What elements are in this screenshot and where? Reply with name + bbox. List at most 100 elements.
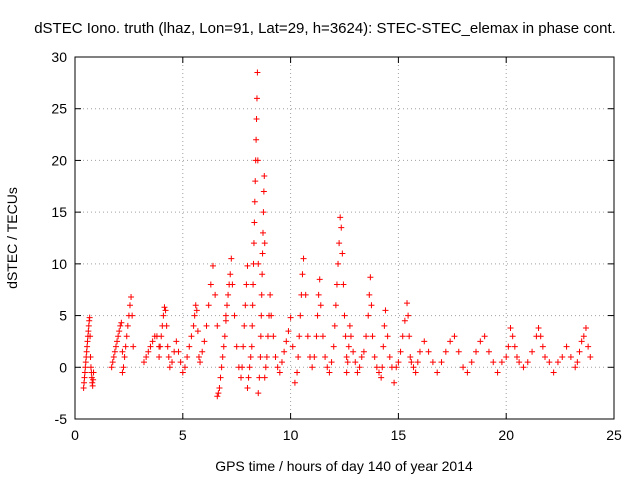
data-point (239, 364, 246, 371)
data-point (233, 343, 240, 350)
data-point (554, 359, 561, 366)
data-point (339, 250, 346, 257)
data-point (379, 364, 386, 371)
data-point (281, 348, 288, 355)
data-point (250, 240, 257, 247)
data-point (86, 314, 93, 321)
data-point (120, 364, 127, 371)
data-point (156, 353, 163, 360)
data-point (227, 271, 234, 278)
data-point (380, 343, 387, 350)
data-point (209, 262, 216, 269)
data-point (384, 333, 391, 340)
data-point (285, 328, 292, 335)
data-point (268, 312, 275, 319)
data-point (550, 369, 557, 376)
data-point (468, 359, 475, 366)
data-point (85, 322, 92, 329)
data-point (258, 312, 265, 319)
data-point (248, 343, 255, 350)
data-point (473, 348, 480, 355)
data-point (354, 369, 361, 376)
y-tick-label: 0 (59, 359, 67, 375)
data-point (460, 364, 467, 371)
data-point (190, 322, 197, 329)
x-tick-label: 10 (283, 427, 299, 443)
y-tick-label: 10 (51, 256, 67, 272)
data-point (367, 274, 374, 281)
data-point (145, 348, 152, 355)
data-point (274, 364, 281, 371)
data-point (375, 369, 382, 376)
data-point (201, 338, 208, 345)
data-point (108, 364, 115, 371)
data-point (161, 304, 168, 311)
data-point (406, 333, 413, 340)
data-point (216, 384, 223, 391)
data-point (485, 348, 492, 355)
data-point (260, 188, 267, 195)
data-point (276, 369, 283, 376)
data-point (203, 322, 210, 329)
data-point (331, 322, 338, 329)
data-point (291, 379, 298, 386)
data-point (121, 353, 128, 360)
data-point (559, 353, 566, 360)
data-point (84, 343, 91, 350)
data-point (539, 343, 546, 350)
data-point (314, 312, 321, 319)
data-point (363, 333, 370, 340)
data-point (343, 353, 350, 360)
x-tick-label: 15 (391, 427, 407, 443)
data-point (330, 343, 337, 350)
data-point (542, 353, 549, 360)
data-point (546, 359, 553, 366)
data-point (214, 393, 221, 400)
data-point (513, 353, 520, 360)
data-point (220, 343, 227, 350)
data-point (87, 353, 94, 360)
data-point (352, 359, 359, 366)
data-point (186, 343, 193, 350)
data-point (143, 353, 150, 360)
chart-title: dSTEC Iono. truth (lhaz, Lon=91, Lat=29,… (34, 20, 616, 37)
data-point (160, 312, 167, 319)
data-marks (80, 69, 594, 400)
data-point (252, 178, 259, 185)
data-point (585, 343, 592, 350)
data-point (228, 255, 235, 262)
data-point (283, 338, 290, 345)
data-point (222, 312, 229, 319)
data-point (344, 359, 351, 366)
data-point (278, 359, 285, 366)
data-point (289, 343, 296, 350)
data-point (356, 364, 363, 371)
data-point (537, 333, 544, 340)
data-point (366, 291, 373, 298)
data-point (231, 312, 238, 319)
data-point (324, 364, 331, 371)
data-point (110, 353, 117, 360)
data-point (112, 343, 119, 350)
y-axis-label: dSTEC / TECUs (4, 187, 20, 289)
data-point (505, 343, 512, 350)
data-point (123, 333, 130, 340)
data-point (177, 359, 184, 366)
data-point (87, 364, 94, 371)
data-point (429, 359, 436, 366)
y-tick-label: 20 (51, 152, 67, 168)
data-point (338, 224, 345, 231)
data-point (529, 348, 536, 355)
data-point (410, 364, 417, 371)
data-point (347, 333, 354, 340)
data-point (315, 291, 322, 298)
data-point (259, 250, 266, 257)
data-point (255, 390, 262, 397)
data-point (316, 276, 323, 283)
data-point (264, 333, 271, 340)
data-point (181, 364, 188, 371)
data-point (263, 353, 270, 360)
data-point (260, 209, 267, 216)
data-point (358, 353, 365, 360)
